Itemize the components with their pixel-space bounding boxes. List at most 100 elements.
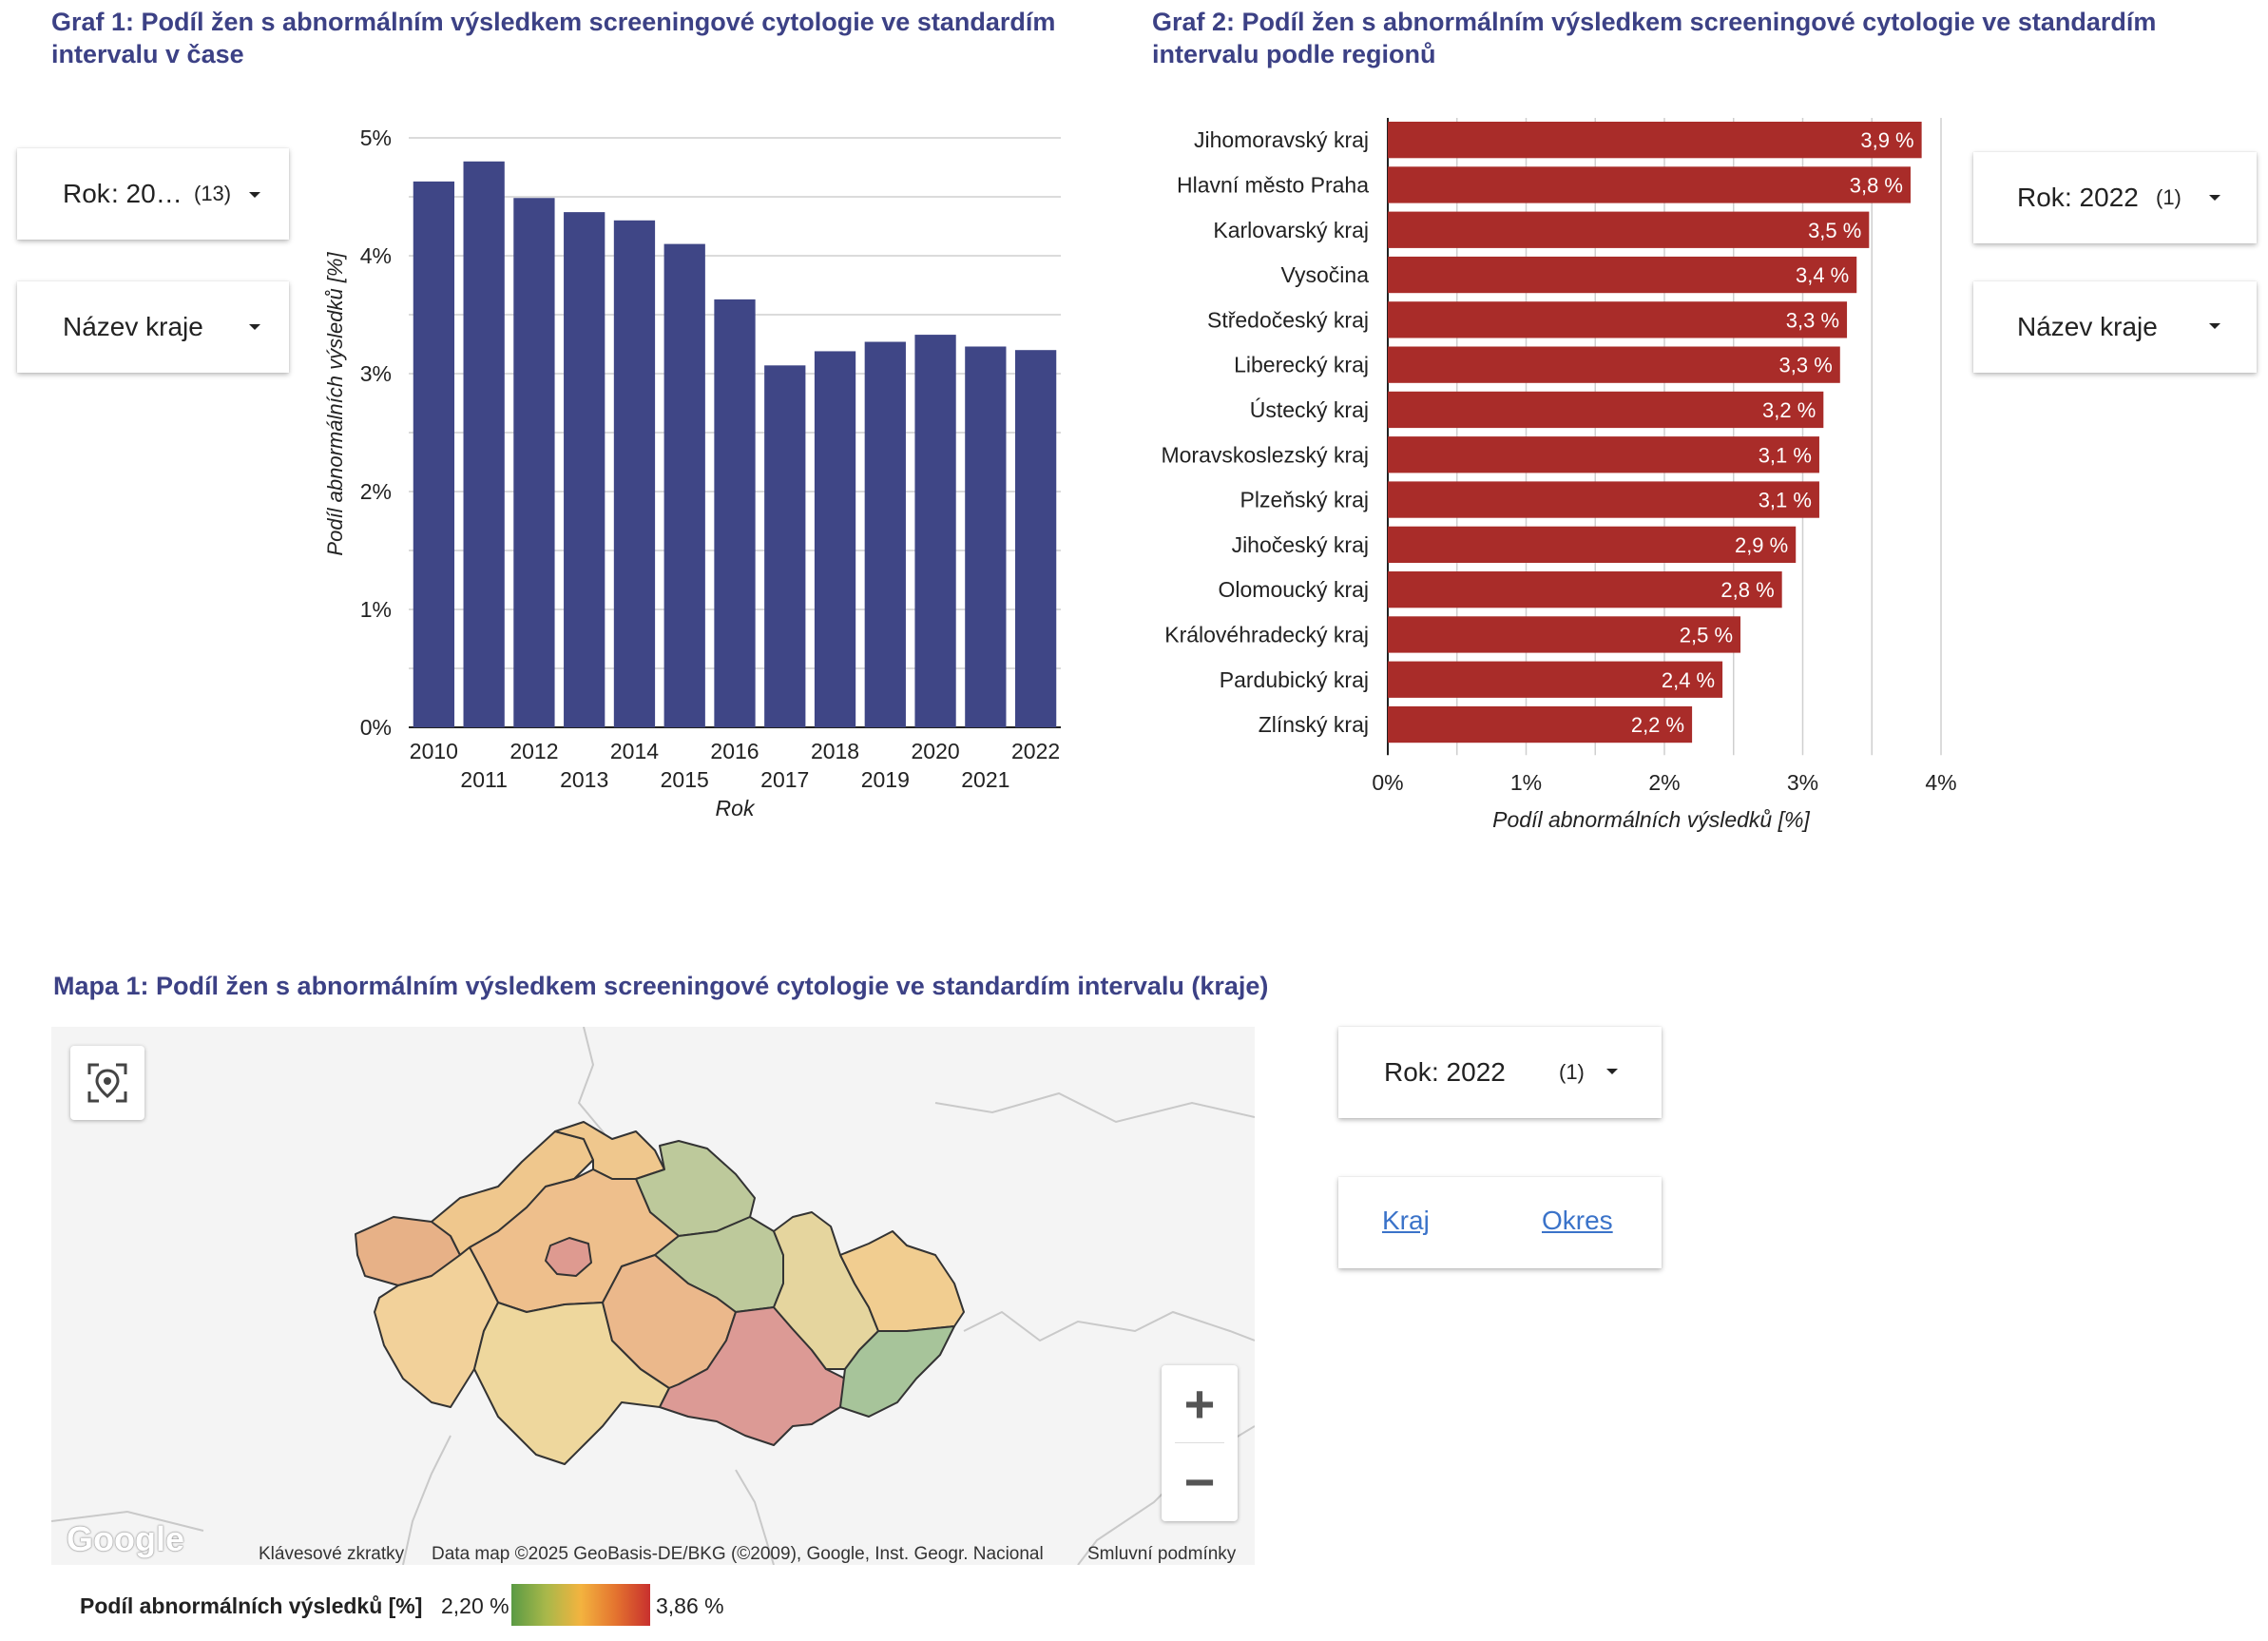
bar: [764, 365, 806, 727]
y-tick-label: 2%: [360, 479, 392, 504]
filter-value: : 2022: [2065, 183, 2139, 212]
bar: [663, 243, 705, 727]
region-zlinsky[interactable]: [839, 1325, 955, 1418]
region-jihocesky[interactable]: [473, 1302, 670, 1465]
legend-max: 3,86 %: [656, 1593, 724, 1618]
graf2-chart: 0% 1% 2% 3% 4% Jihomoravský kraj 3,9 % Hlavní m…: [1161, 118, 1957, 832]
x-tick-label: 2017: [760, 767, 809, 792]
data-label: 3,2 %: [1762, 398, 1816, 422]
mapa1-year-filter[interactable]: Rok : 2022 (1): [1338, 1027, 1662, 1118]
bar: [1388, 122, 1922, 159]
graf2-region-filter[interactable]: Název kraje: [1973, 281, 2257, 373]
bar: [463, 161, 505, 728]
x-tick-label: 2012: [509, 739, 558, 763]
bar: [1388, 436, 1819, 473]
x-tick-label: 2022: [1011, 739, 1060, 763]
y-tick-label: 5%: [360, 125, 392, 150]
keyboard-shortcuts-link[interactable]: Klávesové zkratky: [259, 1544, 405, 1564]
x-tick-label: 2014: [610, 739, 659, 763]
y-tick-label: Hlavní město Praha: [1177, 172, 1369, 197]
bar: [513, 198, 555, 727]
y-tick-label: Ústecký kraj: [1250, 397, 1369, 422]
y-tick-label: Jihočeský kraj: [1232, 532, 1369, 557]
y-tick-label: Plzeňský kraj: [1240, 488, 1369, 512]
map[interactable]: + − Google Klávesové zkratky Data map ©2…: [51, 1027, 1255, 1565]
dropdown-arrow-icon: [249, 324, 260, 330]
bar: [1388, 481, 1819, 518]
x-tick-label: 2013: [560, 767, 608, 792]
map-canvas: [51, 1027, 1255, 1565]
x-tick-label: 4%: [1925, 770, 1956, 795]
data-label: 3,3 %: [1786, 308, 1839, 332]
x-tick-label: 2016: [710, 739, 759, 763]
graf2-title: Graf 2: Podíl žen s abnormálním výsledke…: [1152, 8, 2157, 68]
tab-okres[interactable]: Okres: [1542, 1206, 1613, 1235]
zoom-in-button[interactable]: +: [1183, 1373, 1216, 1434]
x-tick-label: 3%: [1787, 770, 1818, 795]
y-tick-label: 3%: [360, 361, 392, 386]
graf1-year-filter[interactable]: Rok : 20… (13): [17, 148, 289, 240]
graf1-region-filter[interactable]: Název kraje: [17, 281, 289, 373]
bar: [864, 341, 906, 727]
filter-count: (1): [1559, 1060, 1585, 1084]
map-regions: [355, 1121, 965, 1465]
terms-link[interactable]: Smluvní podmínky: [1087, 1544, 1237, 1564]
bar: [564, 212, 605, 727]
y-tick-label: Královéhradecký kraj: [1164, 622, 1369, 647]
tab-kraj[interactable]: Kraj: [1382, 1206, 1430, 1235]
x-axis-label: Rok: [716, 796, 756, 820]
map-data-attribution: Data map ©2025 GeoBasis-DE/BKG (©2009), …: [432, 1544, 1044, 1564]
x-axis-label: Podíl abnormálních výsledků [%]: [1492, 807, 1810, 832]
x-tick-label: 0%: [1372, 770, 1403, 795]
filter-count: (13): [194, 182, 232, 205]
bar: [1014, 350, 1057, 727]
y-tick-label: Liberecký kraj: [1234, 353, 1369, 377]
data-label: 3,8 %: [1850, 173, 1903, 197]
locate-button[interactable]: [70, 1046, 144, 1120]
region-praha[interactable]: [545, 1237, 592, 1277]
zoom-controls: + −: [1162, 1365, 1238, 1521]
filter-label: Název kraje: [2017, 312, 2158, 341]
data-label: 2,8 %: [1720, 578, 1774, 602]
y-tick-label: Olomoucký kraj: [1219, 577, 1369, 602]
data-label: 3,5 %: [1808, 219, 1861, 242]
filter-value: : 2022: [1432, 1057, 1506, 1087]
data-label: 3,3 %: [1779, 354, 1833, 377]
data-label: 3,1 %: [1759, 489, 1812, 512]
y-tick-label: 1%: [360, 597, 392, 622]
bar: [814, 351, 856, 727]
y-tick-label: 0%: [360, 715, 392, 740]
x-tick-label: 2010: [410, 739, 458, 763]
bar: [1388, 616, 1741, 653]
x-tick-label: 2%: [1648, 770, 1680, 795]
bar: [914, 335, 956, 727]
zoom-out-button[interactable]: −: [1183, 1451, 1216, 1512]
google-logo: Google: [67, 1519, 184, 1558]
dropdown-arrow-icon: [2209, 323, 2220, 329]
dropdown-arrow-icon: [1606, 1069, 1618, 1074]
bar: [1388, 526, 1797, 563]
filter-label: Název kraje: [63, 312, 203, 341]
dropdown-arrow-icon: [2209, 195, 2220, 201]
filter-label: Rok: [63, 179, 110, 208]
bar: [1388, 571, 1782, 608]
filter-value: : 20…: [111, 179, 183, 208]
data-label: 2,4 %: [1662, 668, 1715, 692]
graf2-year-filter[interactable]: Rok : 2022 (1): [1973, 152, 2257, 243]
filter-count: (1): [2156, 185, 2182, 209]
locate-icon: [87, 1063, 127, 1103]
bar: [1388, 346, 1840, 383]
y-tick-label: Karlovarský kraj: [1213, 218, 1369, 242]
y-tick-label: Středočeský kraj: [1207, 307, 1369, 332]
data-label: 2,2 %: [1631, 713, 1684, 737]
region-moravskoslezsky[interactable]: [839, 1230, 965, 1332]
zoom-divider: [1175, 1442, 1224, 1443]
filter-label: Rok: [1384, 1057, 1432, 1087]
y-tick-label: Vysočina: [1281, 262, 1370, 287]
y-tick-label: Pardubický kraj: [1220, 667, 1369, 692]
level-tabs: Kraj Okres: [1338, 1177, 1662, 1268]
y-axis-label: Podíl abnormálních výsledků [%]: [323, 252, 347, 556]
y-tick-label: 4%: [360, 243, 392, 268]
x-tick-label: 2021: [961, 767, 1009, 792]
x-tick-label: 1%: [1510, 770, 1542, 795]
